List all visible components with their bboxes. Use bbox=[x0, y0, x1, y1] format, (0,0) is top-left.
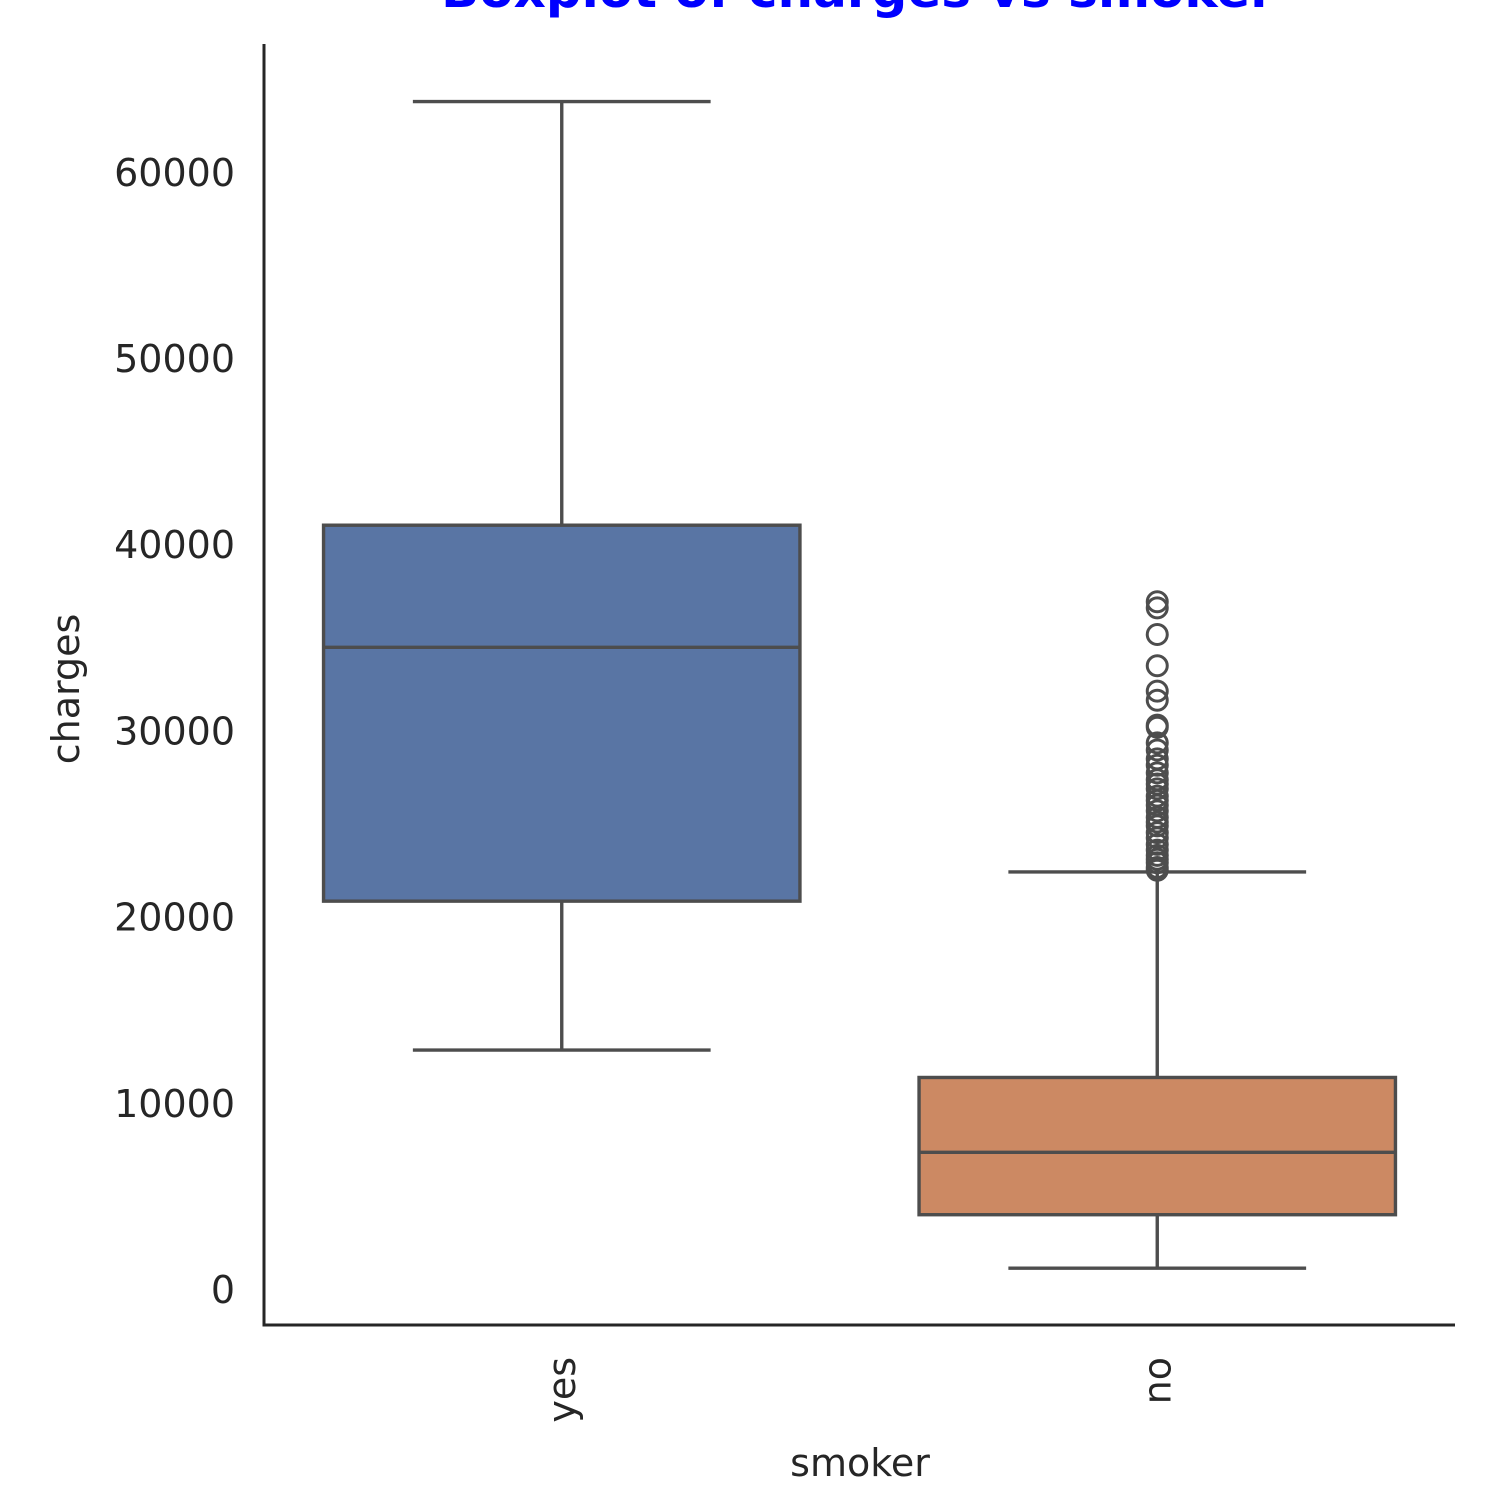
y-tick-label: 10000 bbox=[114, 1082, 235, 1126]
outlier-point bbox=[1145, 654, 1169, 678]
y-tick-label: 50000 bbox=[114, 337, 235, 381]
outlier-point bbox=[1145, 590, 1169, 614]
box-group-yes bbox=[321, 99, 802, 1052]
axes: yes no 0 10000 20000 30000 40000 50000 60000 bbox=[114, 44, 1455, 1423]
y-tick-label: 0 bbox=[211, 1268, 235, 1312]
x-tick-label: no bbox=[1135, 1357, 1179, 1404]
outlier-point bbox=[1145, 688, 1169, 712]
outlier-point bbox=[1145, 784, 1169, 808]
y-axis-label: charges bbox=[44, 614, 88, 765]
y-tick-label: 40000 bbox=[114, 523, 235, 567]
outlier-point bbox=[1145, 799, 1169, 823]
y-tick-label: 30000 bbox=[114, 709, 235, 753]
outlier-point bbox=[1145, 838, 1169, 862]
box-yes bbox=[321, 523, 802, 903]
outlier-point bbox=[1145, 738, 1169, 762]
outlier-point bbox=[1145, 679, 1169, 703]
outlier-point bbox=[1145, 713, 1169, 737]
box-group-no bbox=[917, 590, 1398, 1270]
outlier-point bbox=[1145, 596, 1169, 620]
y-tick-label: 20000 bbox=[114, 896, 235, 940]
outlier-point bbox=[1145, 832, 1169, 856]
y-tick-label: 60000 bbox=[114, 151, 235, 195]
box-no bbox=[917, 1075, 1398, 1217]
outlier-point bbox=[1145, 747, 1169, 771]
outlier-point bbox=[1145, 761, 1169, 785]
outlier-point bbox=[1145, 753, 1169, 777]
plot-area bbox=[321, 99, 1398, 1270]
outlier-point bbox=[1145, 731, 1169, 755]
outlier-point bbox=[1145, 623, 1169, 647]
chart-title: Boxplot of charges vs smoker bbox=[441, 0, 1275, 19]
outlier-point bbox=[1145, 821, 1169, 845]
x-tick-label: yes bbox=[540, 1357, 584, 1423]
x-axis-label: smoker bbox=[790, 1441, 930, 1485]
